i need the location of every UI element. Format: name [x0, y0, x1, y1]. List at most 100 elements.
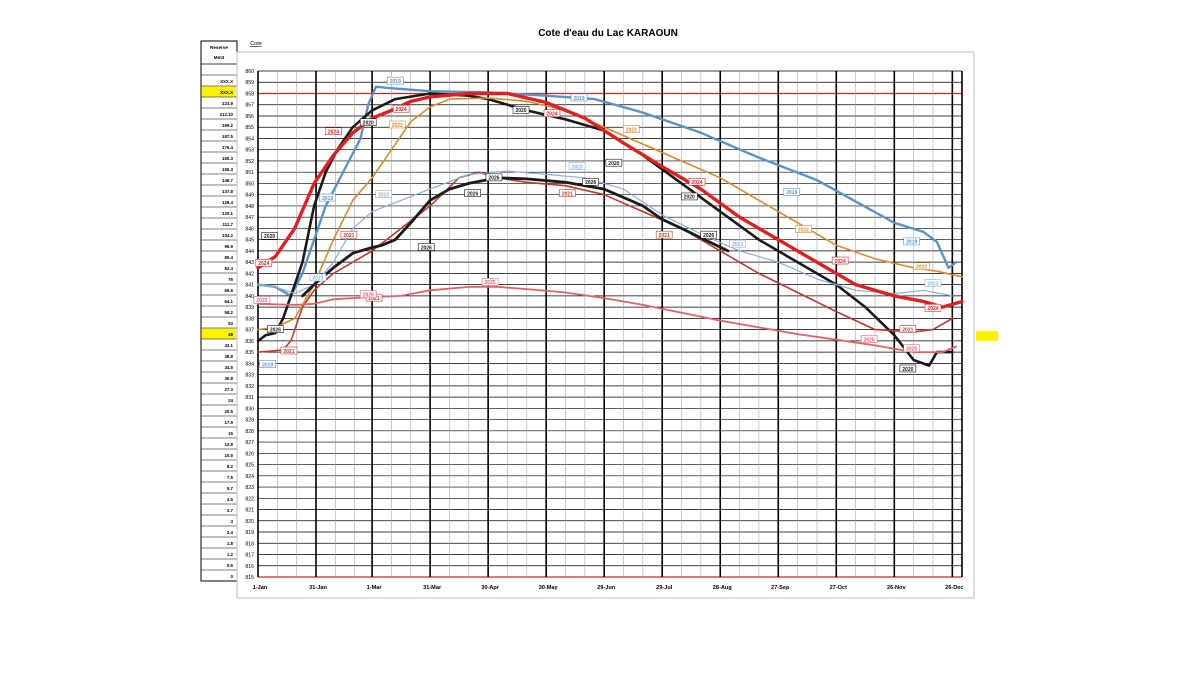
- series-label-box: [325, 127, 342, 136]
- series-line-2020: [256, 92, 954, 367]
- reserve-tick-label: 82.4: [224, 266, 233, 271]
- series-label-box: [464, 189, 481, 197]
- reserve-tick-label: 53: [228, 321, 233, 326]
- y-tick-label: 846: [245, 226, 254, 232]
- series-line-2026: [301, 176, 730, 298]
- reserve-tick-label: 38.8: [224, 354, 233, 359]
- y-axis-ticks: 860 859 858 857 856 855 854 853 852 851 850 849 848 8…: [245, 69, 254, 581]
- series-label: 2019: [390, 79, 401, 85]
- level-highlight-marker: [976, 331, 998, 341]
- series-label-box: [512, 106, 530, 114]
- series-label: 2025: [363, 293, 374, 299]
- series-label: 2026: [703, 233, 714, 239]
- series-label-box: [924, 303, 942, 312]
- series-label-box: [543, 109, 561, 118]
- x-tick-label: 29-Jul: [656, 585, 673, 591]
- reserve-column-frame: [200, 40, 238, 582]
- x-axis-ticks: 1-Jan 31-Jan 1-Mar 31-Mar 30-Apr 30-May 29-Jun…: [253, 585, 964, 591]
- reserve-highlight: [202, 328, 236, 339]
- reserve-tick-label: 69.6: [224, 288, 233, 293]
- x-tick-label: 1-Mar: [367, 585, 383, 591]
- reserve-tick-label: 223.9: [222, 101, 234, 106]
- series-label-box: [359, 118, 377, 127]
- series-label-group: 2019 2019 2019 2019 2019 2019 2020 2020 2020 2020…: [253, 76, 942, 373]
- series-label-box: [261, 231, 278, 240]
- series-label: 2020: [684, 195, 695, 201]
- series-label: 2023: [572, 164, 583, 170]
- y-tick-label: 837: [245, 328, 254, 334]
- y-tick-label: 840: [245, 294, 254, 300]
- reserve-tick-label: 43.1: [224, 343, 233, 348]
- series-label: 2022: [392, 123, 403, 129]
- reserve-tick-label: 1.2: [227, 552, 234, 557]
- series-label: 2024: [927, 306, 938, 312]
- y-tick-label: 860: [245, 69, 254, 75]
- y-tick-label: 819: [245, 530, 254, 536]
- series-label-box: [680, 192, 698, 201]
- series-label: 2024: [258, 261, 269, 267]
- y-tick-label: 838: [245, 316, 254, 322]
- reserve-tick-label: 64.1: [224, 299, 233, 304]
- series-label-box: [688, 178, 706, 186]
- series-label: 2022: [798, 227, 809, 233]
- series-label-box: [417, 243, 435, 251]
- y-tick-label: 828: [245, 429, 254, 435]
- y-tick-label: 845: [245, 238, 254, 244]
- series-label-box: [340, 230, 358, 239]
- series-label: 2023: [378, 192, 389, 198]
- series-label: 2019: [786, 190, 797, 196]
- series-label-box: [280, 346, 298, 355]
- reserve-tick-label: 4.5: [227, 497, 234, 502]
- y-tick-label: 843: [245, 260, 254, 266]
- series-label-box: [903, 237, 921, 246]
- series-label: 2025: [485, 280, 496, 286]
- x-tick-label: 30-May: [539, 585, 559, 591]
- series-label-box: [568, 162, 586, 170]
- reserve-tick-label: XXX.X: [220, 90, 233, 95]
- y-tick-label: 839: [245, 305, 254, 311]
- reserve-tick-label: 10.5: [224, 453, 233, 458]
- series-label-box: [783, 188, 801, 196]
- reserve-tick-label: 111.7: [222, 222, 233, 227]
- x-tick-label: 29-Jun: [597, 585, 616, 591]
- reserve-tick-label: 0.6: [227, 563, 234, 568]
- series-label-box: [899, 364, 917, 373]
- y-tick-label: 850: [245, 181, 254, 187]
- series-line-2022: [257, 97, 963, 331]
- series-label: 2021: [562, 191, 573, 197]
- reserve-tick-label: 17.9: [224, 420, 233, 425]
- y-tick-label: 835: [245, 350, 254, 356]
- y-tick-label: 857: [245, 103, 254, 109]
- series-line-2025: [257, 286, 958, 353]
- chart-title: Cote d'eau du Lac KARAOUN: [538, 28, 678, 39]
- series-group: [256, 85, 964, 367]
- series-label-box: [319, 193, 336, 202]
- y-tick-label: 827: [245, 440, 254, 446]
- series-label-box: [388, 120, 406, 129]
- series-label: 2020: [363, 121, 374, 127]
- reserve-column: Reserve Mm3 XXX.X XXX.X 223.9 212.10 199.2 18…: [200, 40, 238, 582]
- y-tick-label: 836: [245, 339, 254, 345]
- series-label-box: [392, 104, 410, 113]
- series-label: 2024: [691, 180, 702, 186]
- series-label: 2025: [864, 338, 875, 344]
- plot-frame: [236, 51, 975, 599]
- series-label-box: [559, 189, 576, 197]
- reserve-tick-label: 15: [228, 431, 233, 436]
- y-tick-label: 825: [245, 463, 254, 469]
- series-label: 2026: [270, 327, 281, 333]
- reserve-tick-label: 0: [231, 574, 234, 579]
- y-tick-label: 824: [245, 474, 254, 480]
- reserve-tick-label: 104.2: [222, 233, 234, 238]
- x-tick-label: 26-Dec: [945, 585, 963, 591]
- series-label: 2024: [546, 112, 557, 118]
- series-label: 2021: [659, 233, 670, 239]
- y-tick-label: 815: [245, 575, 254, 581]
- reserve-tick-label: 187.5: [222, 134, 234, 139]
- series-label: 2019: [322, 196, 333, 202]
- reserve-tick-label: 8.2: [227, 464, 234, 469]
- series-label: 2024: [835, 259, 846, 265]
- y-tick-label: 851: [245, 170, 254, 176]
- x-tick-label: 27-Sep: [771, 585, 790, 591]
- x-tick-label: 26-Nov: [887, 585, 907, 591]
